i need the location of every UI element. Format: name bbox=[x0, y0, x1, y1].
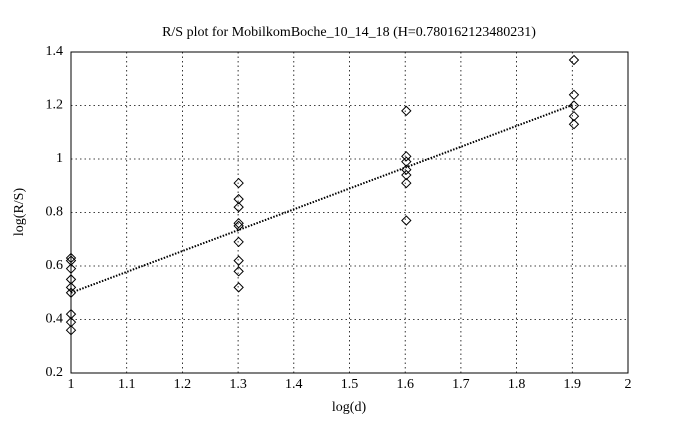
point bbox=[401, 105, 412, 117]
x-tick-label: 2 bbox=[625, 377, 632, 392]
point bbox=[233, 217, 244, 229]
point bbox=[233, 255, 244, 266]
point bbox=[65, 255, 77, 266]
point bbox=[65, 324, 77, 336]
x-tick-label: 1.4 bbox=[285, 377, 303, 392]
plot-frame bbox=[70, 51, 629, 374]
fit-line bbox=[70, 103, 575, 294]
x-tick-label: 1.5 bbox=[341, 377, 359, 392]
point bbox=[568, 89, 580, 101]
point bbox=[401, 215, 412, 226]
point bbox=[401, 177, 412, 189]
point bbox=[401, 151, 412, 162]
point bbox=[233, 201, 244, 213]
point bbox=[233, 193, 244, 205]
y-tick-label: 0.4 bbox=[46, 312, 64, 327]
point bbox=[65, 316, 77, 328]
point bbox=[568, 54, 580, 66]
y-tick-label: 0.6 bbox=[46, 258, 64, 273]
x-tick-label: 1.1 bbox=[118, 377, 136, 392]
y-tick-label: 1.2 bbox=[46, 98, 64, 113]
point bbox=[65, 263, 77, 274]
point bbox=[65, 252, 77, 264]
point bbox=[233, 220, 244, 232]
y-axis-label: log(R/S) bbox=[12, 188, 27, 237]
y-tick-label: 0.8 bbox=[46, 205, 64, 220]
point bbox=[568, 100, 580, 111]
point bbox=[401, 169, 412, 181]
point bbox=[233, 266, 244, 277]
y-tick-label: 1.4 bbox=[46, 44, 64, 59]
point bbox=[233, 282, 244, 293]
x-tick-label: 1.3 bbox=[229, 377, 247, 392]
y-tick-label: 1 bbox=[56, 151, 63, 166]
x-axis-label: log(d) bbox=[332, 400, 367, 415]
y-tick-label: 0.2 bbox=[46, 365, 64, 380]
point bbox=[568, 110, 580, 122]
point bbox=[65, 308, 77, 320]
chart-title: R/S plot for MobilkomBoche_10_14_18 (H=0… bbox=[162, 25, 536, 40]
x-tick-label: 1.9 bbox=[564, 377, 582, 392]
x-tick-label: 1.8 bbox=[508, 377, 526, 392]
point bbox=[65, 274, 77, 285]
x-tick-label: 1.6 bbox=[396, 377, 414, 392]
x-tick-label: 1 bbox=[68, 377, 75, 392]
point bbox=[233, 236, 244, 248]
x-tick-label: 1.7 bbox=[452, 377, 470, 392]
x-tick-label: 1.2 bbox=[174, 377, 192, 392]
point bbox=[568, 119, 580, 130]
point bbox=[233, 177, 244, 189]
